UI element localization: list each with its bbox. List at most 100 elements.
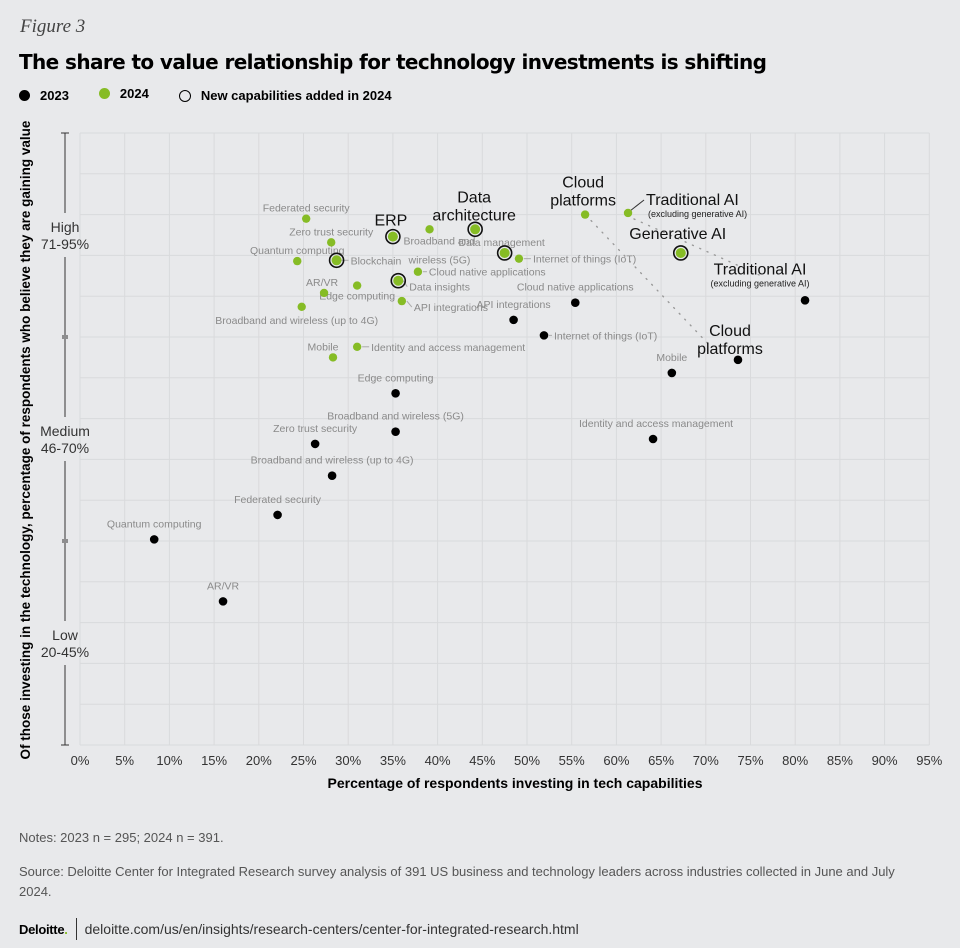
y-band-range: 71-95% <box>41 236 89 252</box>
new-capability-ring <box>672 245 689 261</box>
x-tick-label: 75% <box>737 753 763 768</box>
point-label-2023-traditional-ai: Traditional AI <box>714 261 807 278</box>
footer: Deloitte. deloitte.com/us/en/insights/re… <box>19 918 579 940</box>
new-capability-ring <box>467 221 483 238</box>
point-2024-erp <box>387 231 398 242</box>
point-2023-cloud-platforms <box>733 355 743 365</box>
point-2024-data-insights <box>393 275 404 286</box>
legend-item-2023: 2023 <box>19 88 69 103</box>
point-2023-broadband-and-wireless-5g <box>391 427 400 436</box>
legend-label-2023: 2023 <box>40 88 69 103</box>
point-label-2024-broadband-and-wireless-5g: Broadband and <box>404 235 476 247</box>
point-2024-ar-vr <box>319 288 329 298</box>
x-tick-label: 40% <box>425 753 451 768</box>
x-tick-label: 25% <box>290 753 316 768</box>
point-2024-edge-computing <box>352 281 362 290</box>
legend-label-new: New capabilities added in 2024 <box>200 88 392 103</box>
point-2023-identity-and-access-management <box>648 434 658 444</box>
point-label-2024-quantum-computing: Quantum computing <box>250 245 345 257</box>
y-band-range: 20-45% <box>41 644 89 660</box>
x-axis: 0% 5% 10% 15% 20% 25% 30% 35% 40% 45% 50% 55% 60% 65%… <box>71 753 943 768</box>
point-2024-mobile <box>328 353 338 362</box>
x-tick-label: 85% <box>827 753 853 768</box>
point-2023-internet-of-things-iot <box>539 331 549 340</box>
point-2024-quantum-computing <box>293 256 302 266</box>
point-label-2024-data-insights: Data insights <box>409 282 470 294</box>
point-2024-generative-ai <box>675 247 686 258</box>
point-2023-cloud-native-applications <box>570 298 580 308</box>
x-tick-label: 65% <box>648 753 674 768</box>
point-label-2024-zero-trust-security: Zero trust security <box>289 226 374 238</box>
point-2024-data-management <box>499 247 510 258</box>
y-band-name: Medium <box>40 423 90 439</box>
point-label-2023-zero-trust-security: Zero trust security <box>273 423 358 435</box>
connectors <box>590 218 761 349</box>
point-2023-traditional-ai <box>800 295 810 305</box>
point-2023-federated-security <box>273 510 282 520</box>
x-tick-label: 80% <box>782 753 808 768</box>
deloitte-logo: Deloitte. <box>19 921 68 937</box>
x-axis-title: Percentage of respondents investing in t… <box>328 775 703 791</box>
point-2023-edge-computing <box>391 389 400 398</box>
point-label-2024-data-architecture-line2: architecture <box>432 207 516 224</box>
point-label-2024-cloud-platforms-line2: platforms <box>550 193 616 210</box>
label-leader <box>406 300 413 308</box>
point-label-2024-api-integrations: API integrations <box>414 302 488 314</box>
y-band-name: Low <box>52 627 79 643</box>
y-band-range: 46-70% <box>41 440 89 456</box>
point-2024-broadband-and-wireless-5g <box>425 225 434 234</box>
point-label-2024-ar-vr: AR/VR <box>306 277 339 289</box>
x-tick-label: 95% <box>916 753 942 768</box>
x-tick-label: 45% <box>469 753 495 768</box>
point-label-2023-internet-of-things-iot: Internet of things (IoT) <box>554 330 657 342</box>
point-2023-ar-vr <box>218 597 228 606</box>
legend-item-2024: 2024 <box>98 86 149 101</box>
new-capability-ring <box>496 245 513 261</box>
new-capability-ring <box>328 252 345 269</box>
new-capability-ring <box>390 272 407 289</box>
x-tick-label: 90% <box>872 753 898 768</box>
grid <box>79 132 930 746</box>
x-tick-label: 60% <box>603 753 629 768</box>
point-label-2023-mobile: Mobile <box>656 352 687 364</box>
x-tick-label: 15% <box>201 753 227 768</box>
points <box>149 208 810 606</box>
point-label-2024-broadband-and-wireless-up-to-4g: Broadband and wireless (up to 4G) <box>215 315 378 327</box>
point-label-2023-broadband-and-wireless-up-to-4g: Broadband and wireless (up to 4G) <box>251 455 414 467</box>
notes: Notes: 2023 n = 295; 2024 n = 391. <box>19 830 224 845</box>
point-labels: Traditional AI(excluding generative AI)C… <box>107 175 810 593</box>
point-label-2023-cloud-native-applications: Cloud native applications <box>517 282 634 294</box>
x-tick-label: 5% <box>115 753 134 768</box>
point-2024-broadband-and-wireless-up-to-4g <box>297 302 306 312</box>
point-2024-traditional-ai <box>623 208 633 218</box>
legend-item-new: New capabilities added in 2024 <box>178 88 392 103</box>
point-label-2023-ar-vr: AR/VR <box>207 580 240 592</box>
point-label-2024-federated-security: Federated security <box>263 203 351 215</box>
x-tick-label: 50% <box>514 753 540 768</box>
x-tick-label: 30% <box>335 753 361 768</box>
source: Source: Deloitte Center for Integrated R… <box>19 864 895 899</box>
label-pointer <box>629 199 645 212</box>
point-label-2024-data-management: Data management <box>458 237 544 249</box>
point-2024-cloud-native-applications <box>413 267 423 276</box>
point-2024-internet-of-things-iot <box>514 254 524 263</box>
point-label-2024-broadband-and-wireless-5g-line2: wireless (5G) <box>408 254 471 266</box>
point-2023-quantum-computing <box>149 535 159 544</box>
point-label-2023-quantum-computing: Quantum computing <box>107 518 202 530</box>
point-2023-api-integrations <box>509 315 518 325</box>
point-label-2023-api-integrations: API integrations <box>477 299 551 311</box>
point-label-2024-internet-of-things-iot: Internet of things (IoT) <box>533 254 636 266</box>
point-2024-zero-trust-security <box>327 238 336 247</box>
point-2023-zero-trust-security <box>310 439 320 449</box>
legend-marker-new <box>178 89 191 102</box>
point-label-2024-cloud-native-applications: Cloud native applications <box>429 267 546 279</box>
point-label-2024-blockchain: Blockchain <box>351 255 402 267</box>
point-2024-identity-and-access-management <box>352 342 362 351</box>
footer-url[interactable]: deloitte.com/us/en/insights/research-cen… <box>84 921 579 937</box>
x-tick-label: 10% <box>156 753 182 768</box>
point-2024-data-architecture <box>470 224 481 235</box>
legend-marker-2023 <box>19 90 30 101</box>
point-label-2024-data-architecture: Data <box>457 189 491 206</box>
x-tick-label: 0% <box>71 753 90 768</box>
